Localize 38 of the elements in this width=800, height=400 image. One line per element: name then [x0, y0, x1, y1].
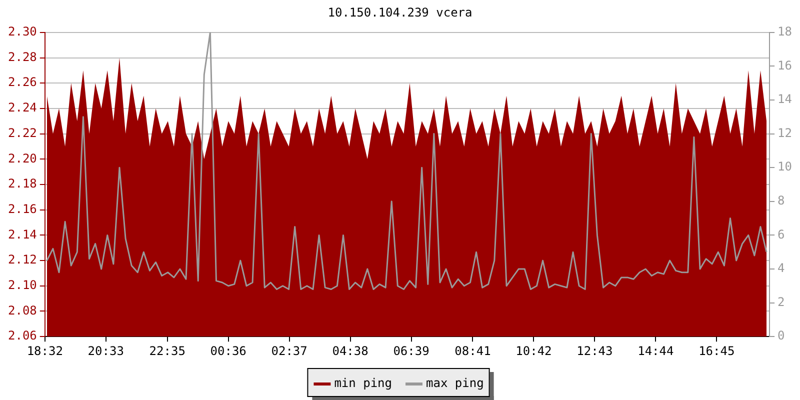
legend-label: min ping: [334, 376, 392, 390]
x-tick-label: 08:41: [454, 344, 491, 358]
y-tick-label: 2.08: [8, 303, 37, 318]
y-tick-label: 2.10: [8, 278, 37, 292]
x-tick-label: 02:37: [271, 344, 308, 358]
y-tick-label: 2.16: [8, 202, 37, 216]
y2-tick-label: 4: [778, 261, 785, 276]
y2-tick-label: 16: [778, 58, 792, 72]
y2-tick-label: 8: [778, 194, 785, 208]
x-tick-label: 00:36: [210, 344, 246, 358]
x-tick-label: 22:35: [149, 344, 186, 358]
y2-tick-label: 6: [778, 227, 785, 242]
x-tick-label: 04:38: [332, 344, 368, 358]
y2-tick-label: 14: [778, 92, 792, 106]
y-tick-label: 2.26: [8, 75, 37, 90]
y-tick-label: 2.22: [8, 126, 37, 140]
y-tick-label: 2.06: [8, 328, 37, 343]
x-tick-label: 10:42: [516, 344, 552, 358]
chart-title: 10.150.104.239 vcera: [328, 5, 472, 20]
y2-tick-label: 18: [778, 24, 792, 39]
x-tick-label: 18:32: [26, 344, 63, 358]
y2-tick-label: 2: [778, 294, 785, 309]
y2-tick-label: 0: [778, 328, 785, 343]
y-tick-label: 2.20: [8, 151, 37, 166]
x-tick-label: 12:43: [576, 344, 613, 358]
x-tick-label: 06:39: [393, 344, 430, 358]
y-tick-label: 2.12: [8, 252, 37, 267]
y-tick-label: 2.30: [8, 24, 37, 39]
x-tick-label: 20:33: [88, 344, 124, 358]
y-tick-label: 2.14: [8, 227, 37, 242]
y2-tick-label: 12: [778, 126, 792, 140]
y-tick-label: 2.18: [8, 176, 37, 191]
x-tick-label: 14:44: [638, 344, 674, 358]
y2-tick-label: 10: [778, 160, 792, 174]
legend-label: max ping: [426, 376, 484, 390]
x-tick-label: 16:45: [698, 344, 735, 358]
y-tick-label: 2.28: [8, 50, 37, 64]
y-tick-label: 2.24: [8, 100, 37, 115]
